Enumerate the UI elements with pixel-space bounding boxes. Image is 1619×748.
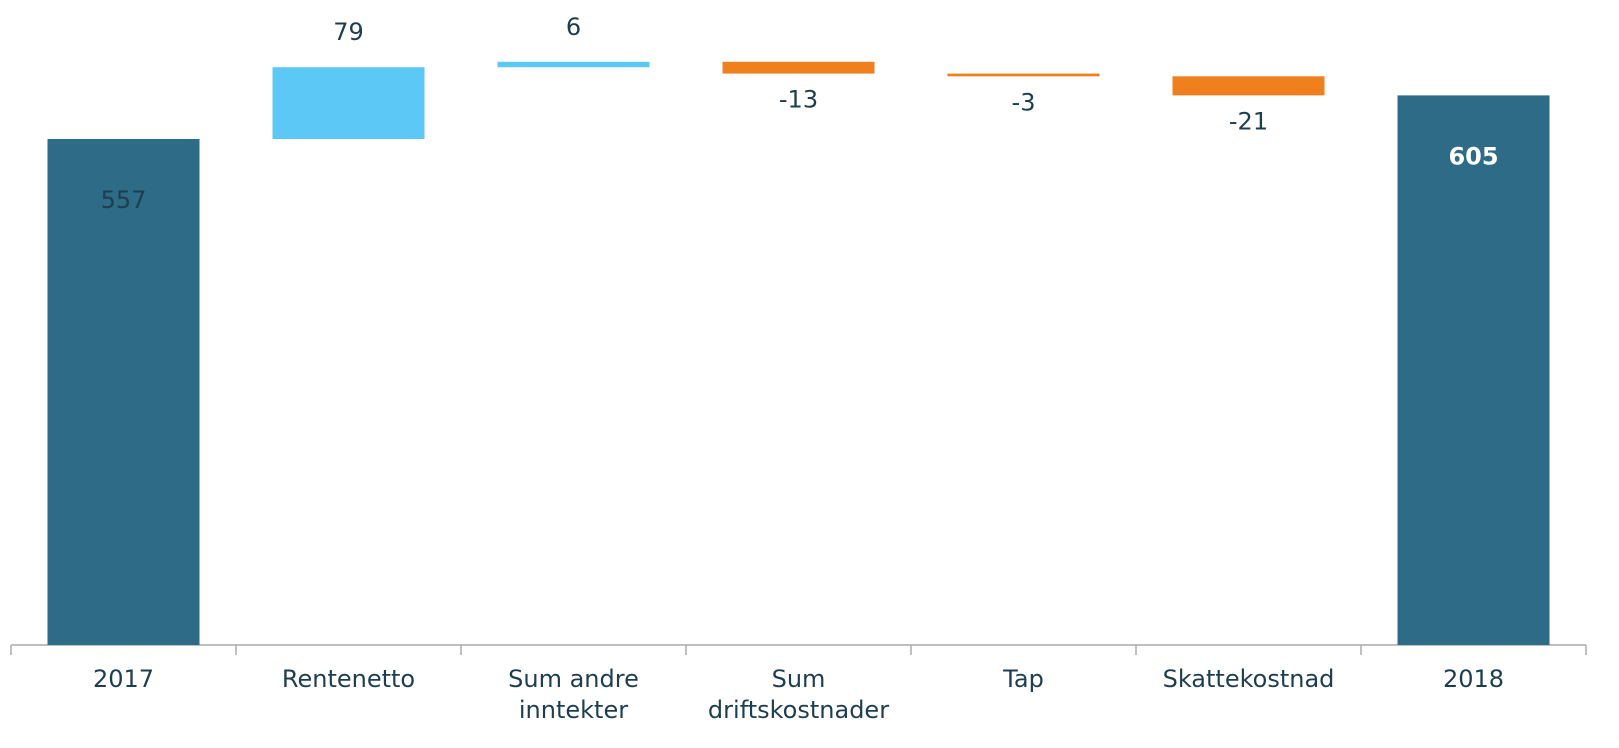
- bar: [47, 138, 200, 645]
- data-label: -21: [1229, 107, 1268, 135]
- bar: [1172, 76, 1325, 96]
- data-label: 6: [566, 13, 581, 41]
- x-tick-label: Sum driftskostnader: [707, 665, 890, 724]
- data-label: -13: [779, 86, 818, 114]
- data-label: 605: [1448, 142, 1498, 170]
- bar: [272, 67, 425, 139]
- bar: [1397, 95, 1550, 645]
- x-tick-label: 2018: [1442, 665, 1505, 693]
- x-tick-label: Skattekostnad: [1162, 665, 1335, 693]
- data-label: -3: [1012, 88, 1036, 116]
- bar: [497, 61, 650, 68]
- bar: [947, 73, 1100, 77]
- x-tick-label: Sum andre inntekter: [508, 665, 639, 724]
- bar: [722, 61, 875, 74]
- data-label: 557: [101, 186, 147, 214]
- data-label: 79: [333, 18, 364, 46]
- x-tick-label: 2017: [92, 665, 155, 693]
- x-tick-label: Tap: [1003, 665, 1044, 693]
- x-tick-label: Rentenetto: [281, 665, 416, 693]
